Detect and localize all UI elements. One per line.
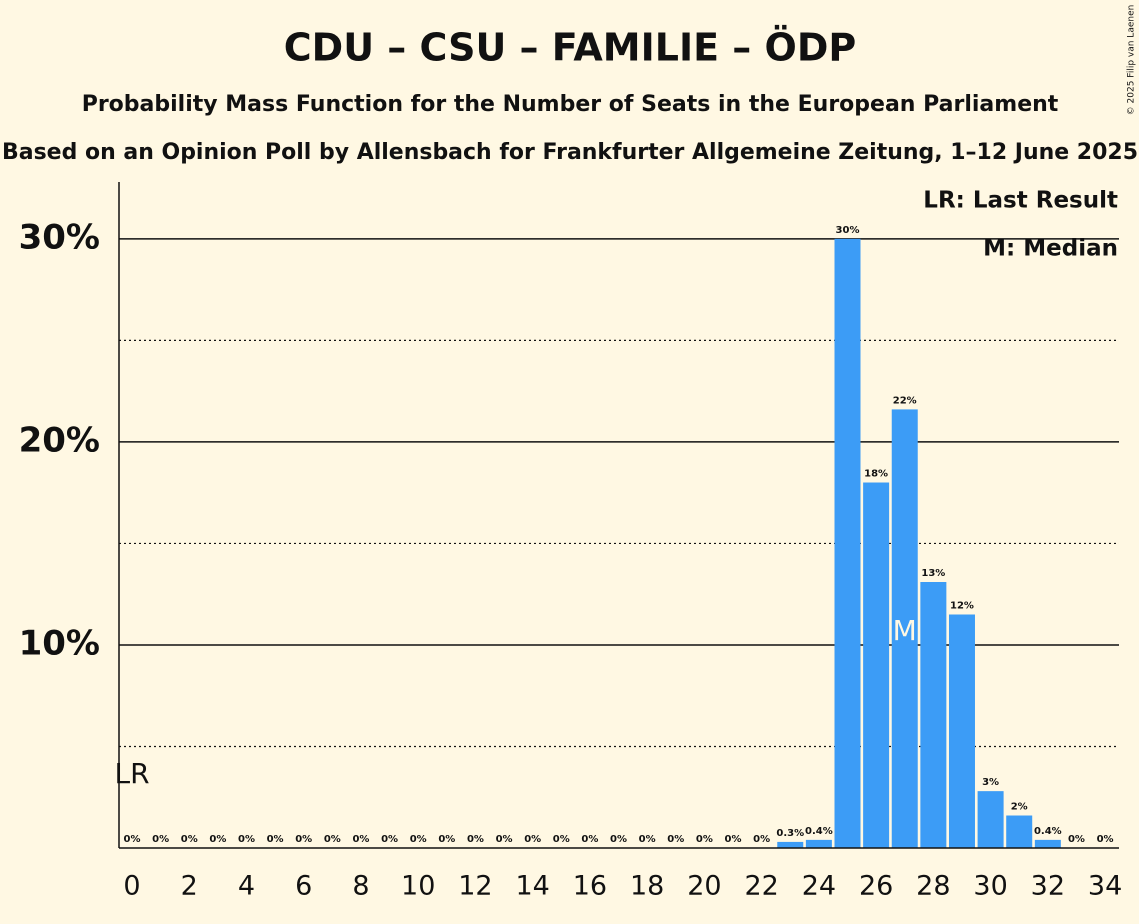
value-label: 30% [836, 225, 860, 236]
copyright: © 2025 Filip van Laenen [1127, 5, 1137, 116]
bar [948, 614, 975, 848]
bar [977, 791, 1004, 848]
bar [777, 841, 804, 848]
x-tick-label: 34 [1088, 871, 1122, 902]
value-label: 0% [238, 834, 255, 845]
x-tick-label: 2 [181, 871, 198, 902]
chart-title: CDU – CSU – FAMILIE – ÖDP [284, 26, 856, 70]
value-label: 13% [921, 568, 945, 579]
x-tick-label: 0 [123, 871, 140, 902]
legend-entry: M: Median [983, 236, 1118, 262]
subtitle: Based on an Opinion Poll by Allensbach f… [2, 140, 1138, 165]
value-label: 0% [267, 834, 284, 845]
x-tick-label: 30 [973, 871, 1007, 902]
value-label: 0% [581, 834, 598, 845]
bar [1034, 839, 1061, 848]
x-tick-label: 4 [238, 871, 255, 902]
value-label: 0.4% [1034, 826, 1062, 837]
y-tick-label: 20% [19, 420, 100, 460]
value-label: 18% [864, 469, 888, 480]
x-tick-label: 26 [859, 871, 893, 902]
x-tick-label: 28 [916, 871, 950, 902]
value-label: 0% [696, 834, 713, 845]
x-tick-label: 22 [744, 871, 778, 902]
value-label: 0% [1068, 834, 1085, 845]
value-label: 0% [438, 834, 455, 845]
value-label: 0% [524, 834, 541, 845]
value-label: 0% [610, 834, 627, 845]
bar [805, 839, 832, 848]
value-label: 0% [467, 834, 484, 845]
value-label: 0% [381, 834, 398, 845]
bar [863, 482, 890, 848]
value-label: 0% [181, 834, 198, 845]
x-tick-label: 24 [802, 871, 836, 902]
value-label: 0% [553, 834, 570, 845]
bar [891, 409, 918, 848]
x-tick-label: 6 [295, 871, 312, 902]
value-label: 0% [667, 834, 684, 845]
value-label: 0% [124, 834, 141, 845]
x-tick-label: 14 [516, 871, 550, 902]
value-label: 3% [982, 777, 999, 788]
value-label: 12% [950, 600, 974, 611]
value-label: 0% [410, 834, 427, 845]
value-label: 0.3% [776, 828, 804, 839]
x-tick-label: 32 [1031, 871, 1065, 902]
legend-entry: LR: Last Result [923, 188, 1118, 214]
value-label: 0% [753, 834, 770, 845]
bar [834, 238, 861, 849]
x-tick-label: 16 [573, 871, 607, 902]
value-label: 2% [1011, 802, 1028, 813]
y-tick-label: 10% [19, 623, 100, 663]
value-label: 0% [152, 834, 169, 845]
value-label: 22% [893, 395, 917, 406]
subtitle: Probability Mass Function for the Number… [82, 92, 1059, 117]
value-label: 0% [1097, 834, 1114, 845]
value-label: 0% [639, 834, 656, 845]
x-tick-label: 8 [352, 871, 369, 902]
x-tick-label: 18 [630, 871, 664, 902]
x-tick-label: 12 [458, 871, 492, 902]
x-tick-label: 10 [401, 871, 435, 902]
bar [1006, 815, 1033, 848]
x-tick-label: 20 [687, 871, 721, 902]
median-marker: M [893, 614, 917, 647]
value-label: 0% [295, 834, 312, 845]
bar [920, 582, 947, 848]
value-label: 0% [209, 834, 226, 845]
value-label: 0% [725, 834, 742, 845]
y-tick-label: 30% [19, 217, 100, 257]
last-result-marker: LR [114, 757, 149, 790]
value-label: 0% [324, 834, 341, 845]
value-label: 0.4% [805, 826, 833, 837]
value-label: 0% [496, 834, 513, 845]
value-label: 0% [352, 834, 369, 845]
